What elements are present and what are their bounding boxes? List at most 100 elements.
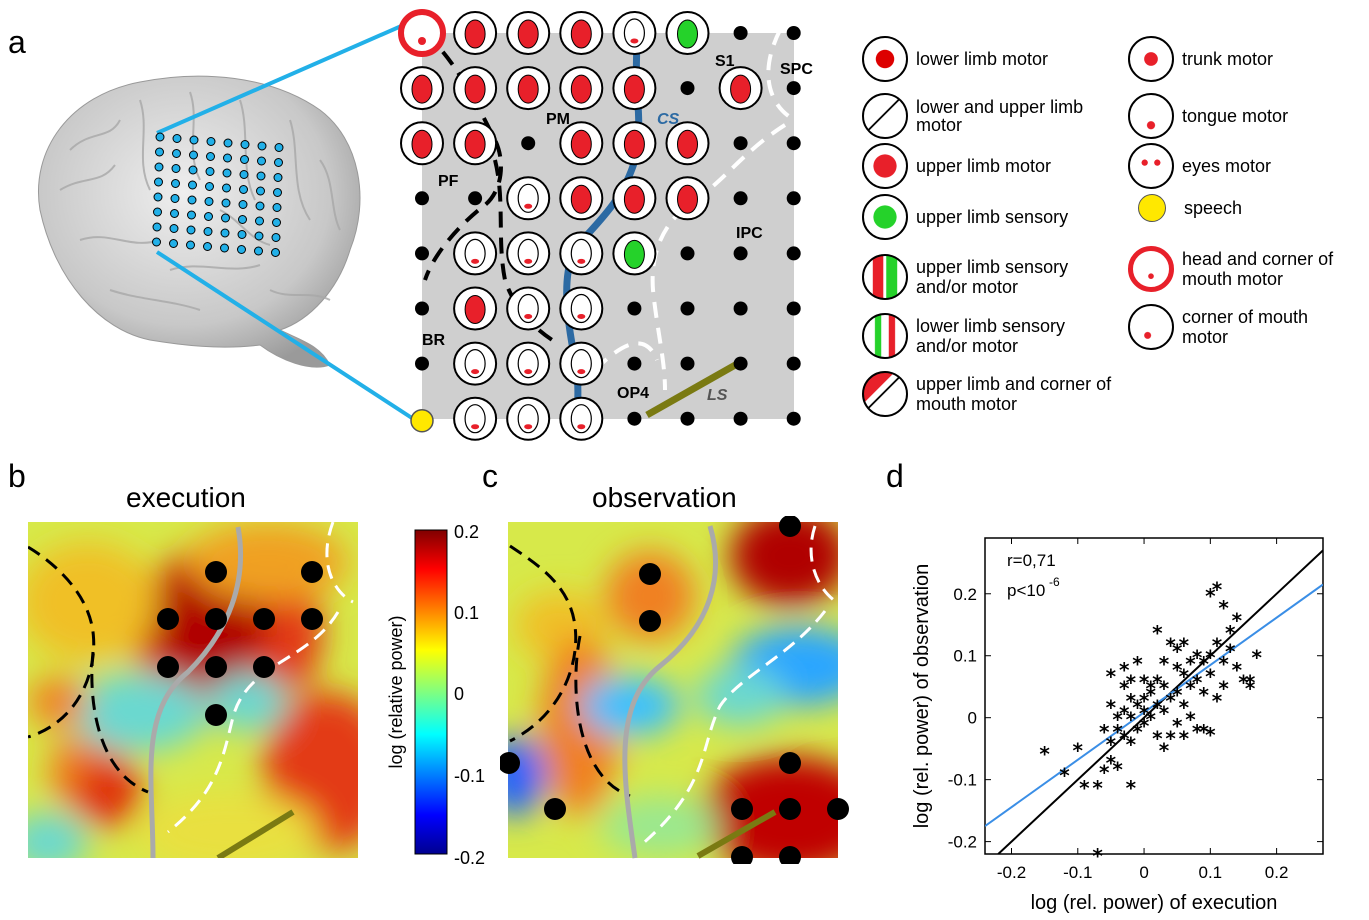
electrode-dot — [786, 356, 801, 371]
electrode-dot — [171, 179, 180, 188]
significant-electrode — [253, 656, 275, 678]
tongue-face-icon — [1128, 93, 1174, 139]
legend-label-7: trunk motor — [1182, 49, 1274, 69]
electrode-dot — [172, 134, 182, 143]
electrode-dot — [415, 301, 429, 316]
colorbar: 0.2 0.1 0 -0.1 -0.2 log (relative power) — [386, 522, 485, 868]
electrode-dot — [188, 165, 198, 175]
head-electrode-icon — [398, 9, 446, 57]
electrode-dot — [257, 141, 267, 151]
electrode-dot — [786, 26, 801, 40]
y-tick-label: -0.2 — [948, 833, 977, 852]
scatter-point: * — [1165, 633, 1176, 657]
execution-heatmap — [28, 522, 358, 858]
electrode-dot — [189, 135, 199, 145]
observation-title: observation — [592, 482, 737, 513]
electrode-dot — [733, 411, 748, 426]
electrode-dot — [271, 248, 280, 257]
colorbar-label: log (relative power) — [386, 615, 406, 768]
electrode-dot — [189, 150, 198, 160]
electrode-icon — [559, 396, 604, 441]
electrode-dot — [786, 136, 801, 151]
electrode-dot — [627, 411, 642, 426]
scatter-point: * — [1145, 683, 1156, 707]
execution-title: execution — [126, 482, 246, 513]
label-pf: PF — [438, 173, 459, 190]
yellow-dot-icon — [1138, 194, 1166, 222]
electrode-dot — [187, 210, 196, 220]
scatter-point: * — [1159, 701, 1170, 725]
scatter-point: * — [1152, 695, 1163, 719]
scatter-point: * — [1179, 726, 1190, 750]
significant-electrode — [827, 798, 849, 820]
mouth-face-icon — [1128, 304, 1174, 350]
electrode-dot — [221, 213, 230, 223]
electrode-dot — [154, 162, 164, 172]
legend-label-12: corner of mouth motor — [1182, 307, 1309, 347]
scatter-point: * — [1132, 720, 1143, 744]
brain-illustration — [38, 18, 417, 422]
hand-green-icon — [862, 194, 908, 240]
electrode-dot — [206, 137, 216, 146]
scatter-point: * — [1106, 695, 1117, 719]
legend-label-2: upper limb motor — [916, 156, 1052, 176]
label-op4: OP4 — [617, 385, 649, 402]
electrode-dot — [786, 411, 801, 426]
regression-line-fit — [985, 583, 1323, 827]
label-cs: CS — [657, 111, 680, 128]
scatter-point: * — [1251, 646, 1262, 670]
electrode-dot — [272, 218, 281, 227]
electrode-dot — [240, 140, 250, 149]
electrode-dot — [155, 132, 165, 142]
scatter-point: * — [1198, 683, 1209, 707]
electrode-dot — [223, 153, 232, 163]
scatter-point: * — [1145, 708, 1156, 732]
scatter-point: * — [1192, 671, 1203, 695]
scatter-point: * — [1212, 689, 1223, 713]
electrode-dot — [272, 203, 282, 212]
electrode-dot — [274, 143, 284, 152]
colorbar-tick-0: 0.2 — [454, 522, 479, 542]
scatter-point: * — [1225, 640, 1236, 664]
scatter-point: * — [1079, 776, 1090, 800]
scatter-point: * — [1198, 720, 1209, 744]
scatter-point: * — [1179, 664, 1190, 688]
electrode-icon — [506, 341, 551, 386]
scatter-point: * — [1172, 658, 1183, 682]
scatter-point: * — [1112, 720, 1123, 744]
scatter-point: * — [1132, 695, 1143, 719]
electrode-dot — [273, 188, 282, 197]
electrode-icon — [506, 396, 551, 441]
electrode-dot — [206, 152, 215, 161]
electrode-dot — [627, 356, 642, 371]
leg-hand-icon — [862, 93, 908, 139]
significant-electrode — [731, 798, 753, 820]
electrode-dot — [256, 171, 266, 181]
scatter-point: * — [1139, 714, 1150, 738]
scatter-point: * — [1139, 689, 1150, 713]
scatter-point: * — [1185, 652, 1196, 676]
electrode-dot — [222, 168, 232, 178]
electrode-icon — [453, 396, 498, 441]
electrode-dot — [186, 225, 196, 235]
electrode-dot — [223, 138, 233, 148]
electrode-dot — [786, 301, 801, 316]
electrode-dot — [240, 155, 249, 164]
significant-electrode — [205, 704, 227, 726]
electrode-dot — [415, 191, 429, 206]
electrode-dot — [204, 212, 213, 221]
scatter-point: * — [1172, 714, 1183, 738]
significant-electrode — [157, 656, 179, 678]
electrode-dot — [152, 237, 161, 247]
electrode-dot — [170, 209, 179, 218]
scatter-point: * — [1039, 742, 1050, 766]
scatter-point: * — [1179, 633, 1190, 657]
electrode-dot — [153, 192, 163, 202]
scatter-point: * — [1112, 757, 1123, 781]
regression-line-identity — [997, 549, 1323, 854]
scatter-point: * — [1172, 640, 1183, 664]
scatter-point: * — [1119, 658, 1130, 682]
scatter-point: * — [1126, 776, 1137, 800]
significant-electrode — [639, 563, 661, 585]
panel-letter-d: d — [886, 458, 904, 494]
